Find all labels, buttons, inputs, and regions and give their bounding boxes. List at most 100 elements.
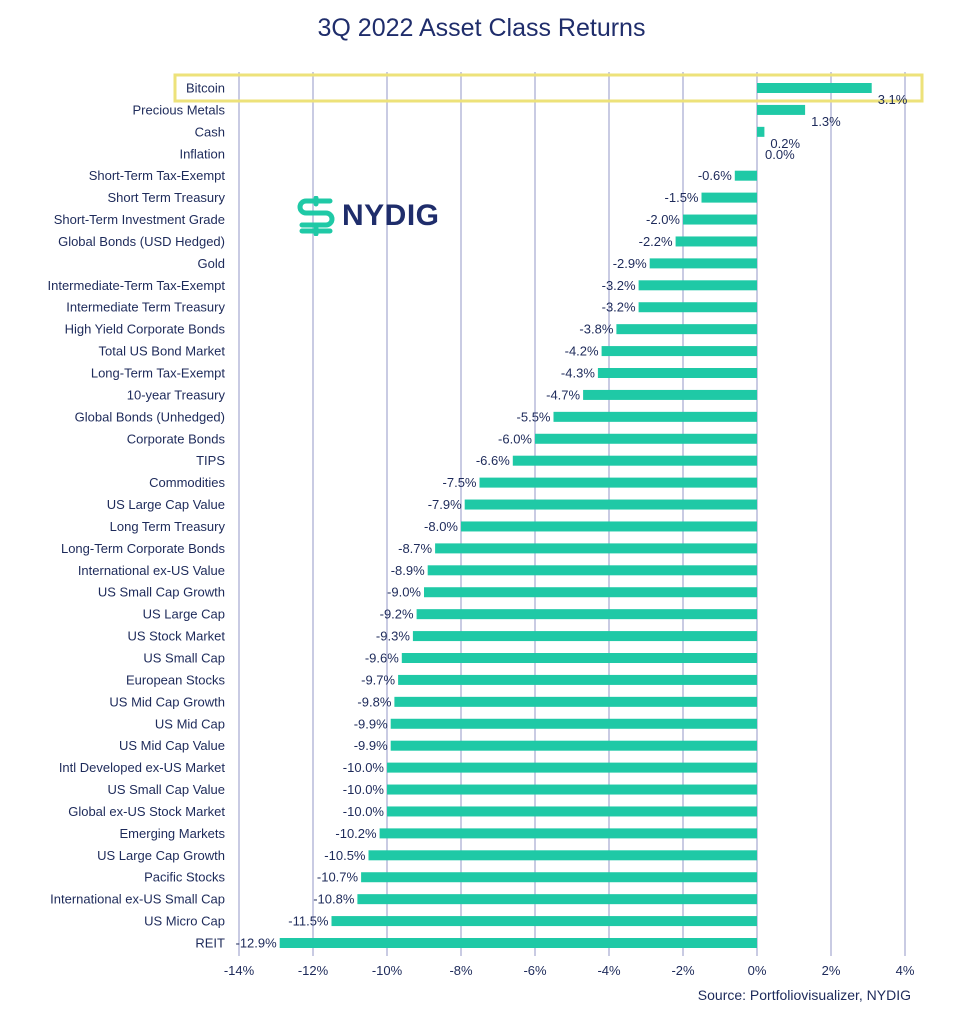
bar [368, 850, 757, 861]
category-label: Gold [198, 256, 225, 271]
bar [390, 718, 757, 729]
x-tick-label: -6% [523, 963, 547, 978]
x-tick-label: -2% [671, 963, 695, 978]
bar [435, 543, 757, 554]
category-label: Short-Term Tax-Exempt [89, 168, 226, 183]
category-label: REIT [195, 936, 225, 951]
chart-title: 3Q 2022 Asset Class Returns [317, 14, 646, 42]
bar [553, 411, 757, 422]
category-label: Long-Term Corporate Bonds [61, 541, 226, 556]
data-label: -9.7% [361, 672, 395, 687]
data-label: -6.0% [498, 431, 532, 446]
bar [390, 740, 757, 751]
nydig-logo: NYDIG [296, 196, 440, 236]
data-label: -9.0% [387, 585, 421, 600]
data-label: -11.5% [288, 914, 329, 929]
bar [757, 83, 872, 93]
data-label: -10.8% [313, 892, 355, 907]
category-label: US Large Cap Growth [97, 848, 225, 863]
category-label: International ex-US Value [78, 563, 225, 578]
data-label: -4.2% [565, 344, 599, 359]
data-label: -5.5% [517, 409, 551, 424]
bar [279, 938, 757, 948]
category-label: International ex-US Small Cap [50, 892, 225, 907]
data-label: -9.9% [354, 716, 388, 731]
bar [361, 872, 757, 883]
bar [638, 302, 757, 313]
category-label: US Large Cap [143, 607, 225, 622]
bar [757, 104, 806, 115]
logo-text: NYDIG [342, 199, 440, 232]
bar [597, 368, 757, 378]
bar [387, 762, 757, 773]
bar [401, 653, 757, 663]
bar [416, 609, 757, 620]
nydig-logo-icon [297, 196, 335, 236]
bar [357, 894, 757, 905]
category-label: Commodities [149, 475, 225, 490]
category-label: High Yield Corporate Bonds [65, 322, 226, 337]
bar [701, 192, 757, 203]
bar [424, 587, 757, 598]
data-label: -10.0% [343, 760, 385, 775]
category-label: US Micro Cap [144, 914, 225, 929]
bar [601, 346, 757, 357]
data-label: -9.8% [357, 694, 391, 709]
category-label: Bitcoin [186, 81, 225, 96]
data-label: -4.7% [546, 387, 580, 402]
bar [479, 477, 757, 488]
category-label: US Stock Market [127, 629, 225, 644]
category-label: US Small Cap Growth [98, 585, 225, 600]
category-label: Inflation [179, 146, 225, 161]
bar [394, 696, 757, 707]
category-label: US Large Cap Value [107, 497, 225, 512]
data-label: -9.3% [376, 629, 410, 644]
data-label: -3.2% [602, 300, 636, 315]
category-label: European Stocks [126, 672, 226, 687]
data-label: -9.6% [365, 651, 399, 666]
data-label: -3.2% [602, 278, 636, 293]
data-label: -4.3% [561, 366, 595, 381]
data-label: -10.0% [343, 782, 385, 797]
data-label: -12.9% [235, 936, 277, 951]
data-label: 1.3% [811, 114, 841, 129]
category-label: US Mid Cap Value [119, 738, 225, 753]
data-label: -8.0% [424, 519, 458, 534]
bar [427, 565, 757, 576]
data-label: -9.2% [380, 607, 414, 622]
bar [757, 126, 765, 137]
x-tick-label: -8% [449, 963, 473, 978]
data-label: -2.2% [639, 234, 673, 249]
x-tick-label: -12% [298, 963, 329, 978]
bar [583, 389, 757, 400]
category-label: Global Bonds (USD Hedged) [58, 234, 225, 249]
category-label: Total US Bond Market [99, 344, 226, 359]
category-label: Emerging Markets [120, 826, 226, 841]
category-label: Global ex-US Stock Market [68, 804, 225, 819]
x-tick-label: -10% [372, 963, 403, 978]
data-label: -8.9% [391, 563, 425, 578]
data-label: -3.8% [579, 322, 613, 337]
category-label: Corporate Bonds [127, 431, 226, 446]
source-note: Source: Portfoliovisualizer, NYDIG [697, 987, 911, 1003]
bar [649, 258, 757, 269]
category-label: Short-Term Investment Grade [54, 212, 225, 227]
category-label: Global Bonds (Unhedged) [75, 409, 225, 424]
data-label: -10.0% [343, 804, 385, 819]
data-label: -9.9% [354, 738, 388, 753]
category-label: Intl Developed ex-US Market [59, 760, 226, 775]
data-label: -2.9% [613, 256, 647, 271]
data-label: -7.5% [443, 475, 477, 490]
highlight-box [173, 73, 924, 103]
category-label: US Small Cap Value [107, 782, 225, 797]
bar [683, 214, 757, 225]
bar [412, 631, 757, 642]
bar [398, 674, 757, 685]
data-label: 0.2% [770, 136, 800, 151]
bar [512, 455, 757, 466]
category-label: Intermediate-Term Tax-Exempt [48, 278, 226, 293]
data-label: -10.2% [335, 826, 377, 841]
data-label: -10.7% [317, 870, 359, 885]
bar [461, 521, 757, 532]
